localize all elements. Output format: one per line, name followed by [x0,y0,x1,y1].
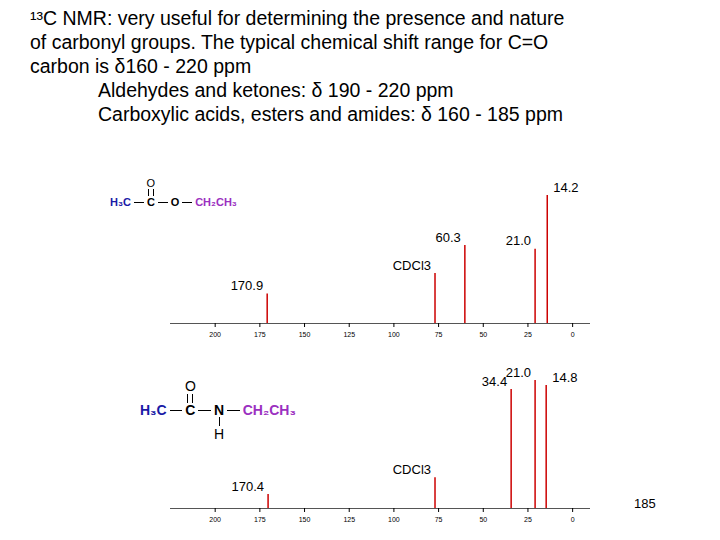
html-text:C: C [146,196,155,208]
svg-text:25: 25 [524,516,532,523]
html-text:O: O [170,196,180,208]
svg-text:25: 25 [524,331,532,338]
html-text:Carboxylic acids, esters and a: Carboxylic acids, esters and amides: δ 1… [98,103,563,125]
svg-text:200: 200 [209,516,221,523]
svg-text:0: 0 [571,516,575,523]
svg-text:75: 75 [435,331,443,338]
svg-text:60.3: 60.3 [436,230,461,245]
svg-text:21.0: 21.0 [506,233,531,248]
html-text:CH₂CH₃: CH₂CH₃ [242,402,296,418]
svg-text:0: 0 [571,331,575,338]
svg-text:14.8: 14.8 [552,370,577,385]
svg-text:100: 100 [388,516,400,523]
html-text:O: O [184,378,196,395]
html-text:H: H [214,425,225,442]
html-text:Aldehydes and ketones: δ 190 -: Aldehydes and ketones: δ 190 - 220 ppm [98,79,454,101]
svg-text:CDCl3: CDCl3 [393,462,431,477]
html-text:O: O [146,177,156,190]
html-text:CH₂CH₃: CH₂CH₃ [195,196,237,208]
html-text:H₃C: H₃C [110,196,131,208]
svg-text:CDCl3: CDCl3 [393,258,431,273]
html-text:¹³C NMR: very useful for deter: ¹³C NMR: very useful for determining the… [30,7,565,29]
html-text:carbon is δ160 - 220 ppm: carbon is δ160 - 220 ppm [30,55,252,77]
svg-text:150: 150 [299,516,311,523]
html-text:185: 185 [634,496,656,511]
html-text:N: N [214,402,225,418]
svg-text:175: 175 [254,331,266,338]
svg-text:200: 200 [209,331,221,338]
svg-text:100: 100 [388,331,400,338]
svg-text:125: 125 [343,331,355,338]
svg-text:125: 125 [343,516,355,523]
svg-text:14.2: 14.2 [553,180,578,195]
svg-text:170.9: 170.9 [231,278,264,293]
svg-text:175: 175 [254,516,266,523]
svg-text:150: 150 [299,331,311,338]
svg-text:21.0: 21.0 [506,365,531,380]
html-text:of carbonyl groups. The typica: of carbonyl groups. The typical chemical… [30,31,549,53]
html-text:H₃C: H₃C [140,402,167,418]
svg-text:75: 75 [435,516,443,523]
svg-text:50: 50 [479,331,487,338]
svg-text:50: 50 [479,516,487,523]
svg-text:34.4: 34.4 [482,374,507,389]
html-text:C: C [185,402,196,418]
svg-text:170.4: 170.4 [232,479,265,494]
